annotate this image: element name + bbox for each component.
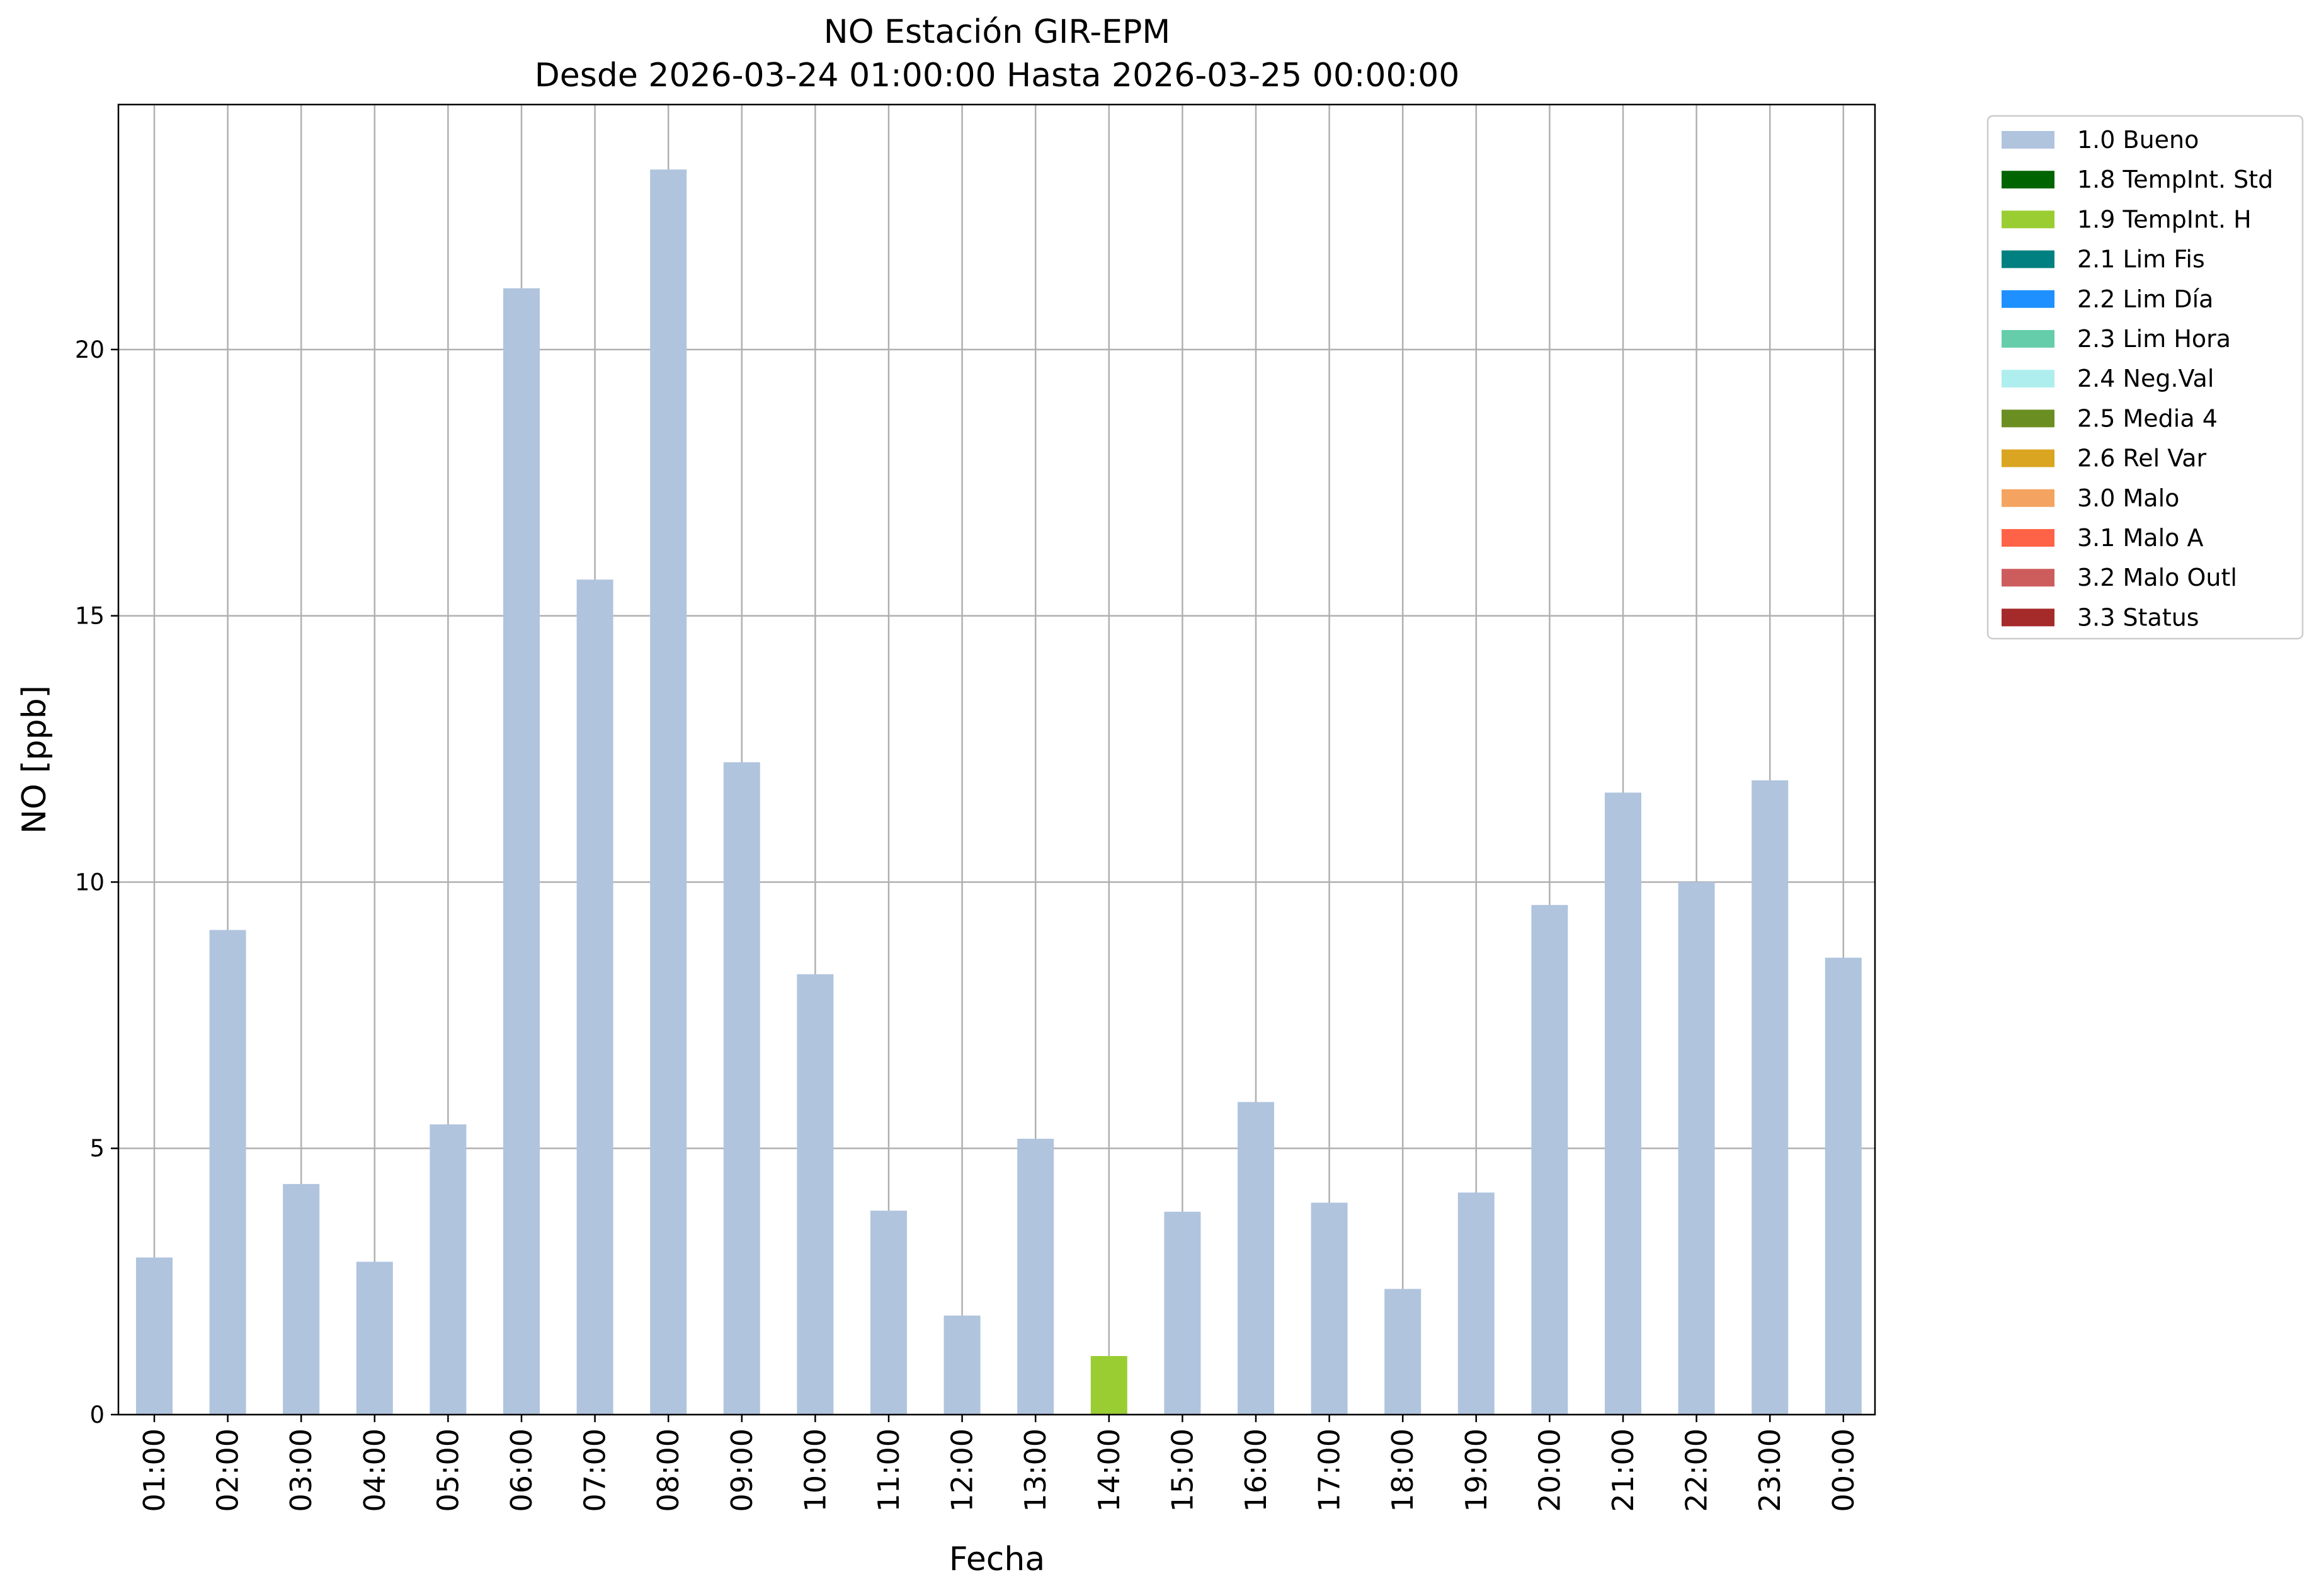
legend-swatch (2002, 131, 2054, 149)
x-tick-label: 05:00 (431, 1428, 465, 1512)
legend-swatch (2002, 449, 2054, 467)
bar (1605, 792, 1641, 1415)
bar (1678, 882, 1715, 1415)
legend-label: 1.0 Bueno (2077, 126, 2199, 154)
bar (136, 1257, 173, 1415)
x-tick-label: 16:00 (1239, 1428, 1273, 1512)
bar (1752, 780, 1789, 1415)
bar (430, 1124, 467, 1415)
x-tick-label: 18:00 (1386, 1428, 1420, 1512)
bar (1531, 904, 1568, 1415)
bar (1384, 1289, 1422, 1415)
x-tick-label: 15:00 (1165, 1428, 1199, 1512)
legend-label: 3.1 Malo A (2077, 524, 2203, 552)
bar (283, 1183, 320, 1415)
legend: 1.0 Bueno 1.8 TempInt. Std 1.9 TempInt. H 2… (1986, 115, 2304, 640)
x-axis-ticks: 01:00 02:00 03:00 04:00 05:00 06:00 07:00 08:00… (137, 1415, 1860, 1512)
bar (943, 1315, 981, 1415)
bar (503, 288, 540, 1415)
plot-frame (117, 103, 1876, 1416)
y-axis-label: NO [ppb] (16, 685, 54, 834)
legend-label: 2.6 Rel Var (2077, 445, 2207, 472)
legend-label: 3.2 Malo Outl (2077, 564, 2237, 591)
x-tick-label: 12:00 (945, 1428, 979, 1512)
x-tick-label: 11:00 (872, 1428, 906, 1512)
legend-label: 2.3 Lim Hora (2077, 325, 2231, 353)
legend-swatch (2002, 210, 2054, 229)
legend-swatch (2002, 529, 2054, 547)
bars (136, 169, 1862, 1415)
x-tick-label: 00:00 (1826, 1428, 1860, 1512)
x-tick-label: 02:00 (211, 1428, 245, 1512)
x-tick-label: 22:00 (1680, 1428, 1714, 1512)
legend-swatch (2002, 171, 2054, 189)
legend-swatch (2002, 608, 2054, 627)
legend-label: 2.5 Media 4 (2077, 404, 2218, 432)
legend-label: 2.1 Lim Fis (2077, 246, 2205, 273)
bar (650, 169, 687, 1415)
x-tick-label: 23:00 (1753, 1428, 1787, 1512)
bar (1238, 1102, 1274, 1415)
bar (1311, 1202, 1348, 1415)
bar (1164, 1211, 1201, 1415)
x-tick-label: 04:00 (358, 1428, 392, 1512)
x-tick-label: 01:00 (137, 1428, 171, 1512)
legend-swatch (2002, 330, 2054, 348)
legend-frame (1986, 115, 2304, 640)
x-tick-label: 19:00 (1459, 1428, 1493, 1512)
bar (1825, 957, 1862, 1415)
bar (576, 579, 613, 1415)
legend-label: 3.0 Malo (2077, 484, 2179, 512)
y-tick-label: 10 (75, 869, 105, 896)
bar (1017, 1139, 1054, 1415)
y-tick-label: 5 (89, 1135, 105, 1162)
y-tick-label: 0 (89, 1401, 105, 1428)
legend-label: 2.4 Neg.Val (2077, 365, 2214, 392)
y-axis-ticks: 0 5 10 15 20 (75, 336, 118, 1428)
chart-subtitle: Desde 2026-03-24 01:00:00 Hasta 2026-03-… (535, 57, 1460, 94)
legend-label: 2.2 Lim Día (2077, 285, 2213, 313)
x-tick-label: 10:00 (798, 1428, 832, 1512)
x-tick-label: 07:00 (578, 1428, 612, 1512)
chart-title: NO Estación GIR-EPM (824, 13, 1170, 51)
legend-swatch (2002, 370, 2054, 388)
y-tick-label: 15 (75, 603, 105, 630)
y-tick-label: 20 (75, 336, 105, 363)
legend-label: 1.8 TempInt. Std (2077, 166, 2273, 193)
x-gridlines (153, 105, 1845, 1415)
bar (723, 762, 760, 1415)
x-tick-label: 06:00 (504, 1428, 538, 1512)
legend-swatch (2002, 290, 2054, 308)
bar (1090, 1355, 1127, 1415)
legend-label: 3.3 Status (2077, 603, 2199, 631)
bar (356, 1262, 393, 1415)
legend-swatch (2002, 489, 2054, 507)
x-tick-label: 09:00 (725, 1428, 759, 1512)
x-tick-label: 17:00 (1313, 1428, 1347, 1512)
bar (209, 930, 246, 1415)
x-tick-label: 14:00 (1092, 1428, 1126, 1512)
x-tick-label: 03:00 (284, 1428, 318, 1512)
x-tick-label: 20:00 (1532, 1428, 1566, 1512)
legend-label: 1.9 TempInt. H (2077, 205, 2252, 233)
bar (797, 974, 834, 1415)
x-axis-label: Fecha (949, 1541, 1045, 1578)
x-tick-label: 13:00 (1018, 1428, 1052, 1512)
x-tick-label: 08:00 (651, 1428, 685, 1512)
x-tick-label: 21:00 (1606, 1428, 1640, 1512)
bar (1457, 1192, 1495, 1415)
legend-swatch (2002, 569, 2054, 587)
legend-swatch (2002, 250, 2054, 268)
bar (870, 1211, 907, 1415)
legend-swatch (2002, 409, 2054, 428)
